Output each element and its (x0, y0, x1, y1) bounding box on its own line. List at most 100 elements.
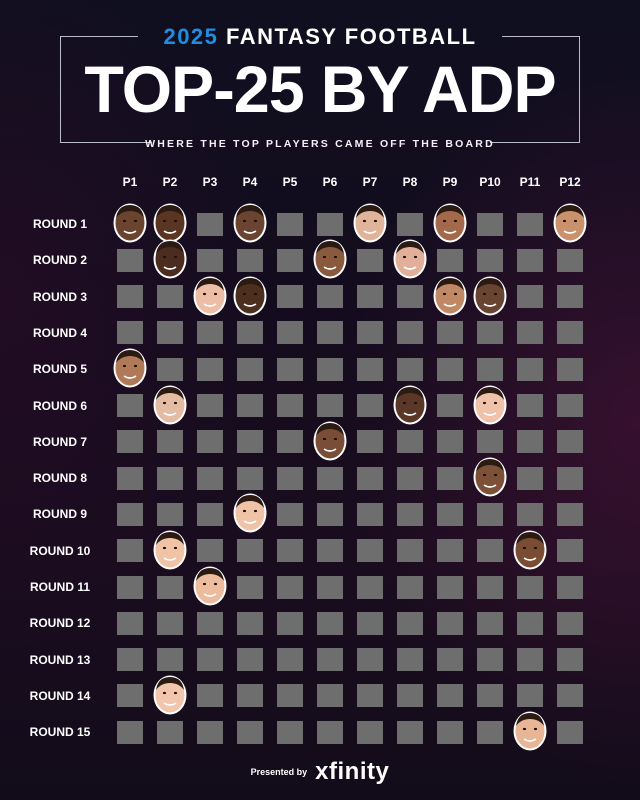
empty-pick-cell (557, 648, 583, 672)
column-header: P2 (162, 175, 178, 189)
column-header: P5 (282, 175, 298, 189)
round-label: ROUND 2 (32, 253, 87, 268)
empty-pick-cell (157, 720, 183, 744)
empty-pick-cell (477, 212, 503, 236)
empty-pick-cell (517, 357, 543, 381)
player-headshot-icon (192, 565, 228, 607)
empty-pick-cell (197, 611, 223, 635)
empty-pick-cell (557, 430, 583, 454)
empty-pick-cell (357, 575, 383, 599)
player-headshot-icon (432, 202, 468, 244)
player-headshot-icon (512, 529, 548, 571)
empty-pick-cell (357, 466, 383, 490)
empty-pick-cell (157, 285, 183, 309)
empty-pick-cell (197, 648, 223, 672)
empty-pick-cell (437, 648, 463, 672)
player-headshot-icon (152, 384, 188, 426)
player-headshot-icon (312, 420, 348, 462)
empty-pick-cell (357, 357, 383, 381)
player-headshot-icon (392, 384, 428, 426)
round-label: ROUND 13 (29, 652, 91, 667)
empty-pick-cell (397, 502, 423, 526)
player-headshot-icon (112, 347, 148, 389)
empty-pick-cell (357, 539, 383, 563)
empty-pick-cell (397, 466, 423, 490)
empty-pick-cell (317, 684, 343, 708)
empty-pick-cell (557, 575, 583, 599)
empty-pick-cell (157, 321, 183, 345)
empty-pick-cell (477, 539, 503, 563)
empty-pick-cell (517, 430, 543, 454)
kicker: 2025 FANTASY FOOTBALL (0, 24, 640, 50)
empty-pick-cell (157, 648, 183, 672)
column-header: P10 (479, 175, 501, 189)
empty-pick-cell (437, 684, 463, 708)
player-headshot-icon (552, 202, 588, 244)
empty-pick-cell (477, 321, 503, 345)
empty-pick-cell (197, 430, 223, 454)
empty-pick-cell (157, 430, 183, 454)
empty-pick-cell (517, 321, 543, 345)
empty-pick-cell (397, 575, 423, 599)
empty-pick-cell (437, 321, 463, 345)
presented-by-label: Presented by (250, 767, 308, 777)
empty-pick-cell (157, 357, 183, 381)
player-headshot-icon (312, 238, 348, 280)
player-headshot-icon (152, 202, 188, 244)
empty-pick-cell (277, 248, 303, 272)
player-headshot-icon (472, 275, 508, 317)
column-header: P12 (559, 175, 581, 189)
empty-pick-cell (557, 720, 583, 744)
empty-pick-cell (277, 684, 303, 708)
empty-pick-cell (197, 321, 223, 345)
player-headshot-icon (152, 238, 188, 280)
empty-pick-cell (477, 684, 503, 708)
empty-pick-cell (477, 611, 503, 635)
empty-pick-cell (477, 575, 503, 599)
page-title: TOP-25 BY ADP (84, 52, 556, 126)
empty-pick-cell (477, 430, 503, 454)
empty-pick-cell (317, 212, 343, 236)
empty-pick-cell (197, 394, 223, 417)
empty-pick-cell (357, 720, 383, 744)
empty-pick-cell (237, 321, 263, 345)
empty-pick-cell (277, 648, 303, 672)
empty-pick-cell (557, 248, 583, 272)
empty-pick-cell (317, 648, 343, 672)
empty-pick-cell (277, 611, 303, 635)
empty-pick-cell (557, 611, 583, 635)
empty-pick-cell (317, 502, 343, 526)
column-header: P3 (202, 175, 218, 189)
empty-pick-cell (197, 357, 223, 381)
empty-pick-cell (157, 575, 183, 599)
empty-pick-cell (117, 648, 143, 672)
empty-pick-cell (477, 502, 503, 526)
empty-pick-cell (197, 466, 223, 490)
empty-pick-cell (117, 430, 143, 454)
empty-pick-cell (477, 357, 503, 381)
empty-pick-cell (237, 248, 263, 272)
empty-pick-cell (357, 611, 383, 635)
player-headshot-icon (472, 384, 508, 426)
round-label: ROUND 8 (32, 471, 87, 486)
empty-pick-cell (157, 611, 183, 635)
kicker-text: FANTASY FOOTBALL (226, 24, 477, 49)
player-headshot-icon (112, 202, 148, 244)
round-label: ROUND 15 (29, 725, 91, 740)
empty-pick-cell (197, 539, 223, 563)
player-headshot-icon (232, 492, 268, 534)
empty-pick-cell (117, 539, 143, 563)
empty-pick-cell (357, 684, 383, 708)
empty-pick-cell (397, 648, 423, 672)
empty-pick-cell (117, 575, 143, 599)
empty-pick-cell (317, 466, 343, 490)
empty-pick-cell (197, 248, 223, 272)
empty-pick-cell (557, 285, 583, 309)
empty-pick-cell (117, 321, 143, 345)
player-headshot-icon (512, 710, 548, 752)
empty-pick-cell (357, 321, 383, 345)
empty-pick-cell (557, 502, 583, 526)
sponsor-logo: xfinity (315, 758, 390, 785)
round-label: ROUND 12 (29, 616, 91, 631)
empty-pick-cell (117, 285, 143, 309)
